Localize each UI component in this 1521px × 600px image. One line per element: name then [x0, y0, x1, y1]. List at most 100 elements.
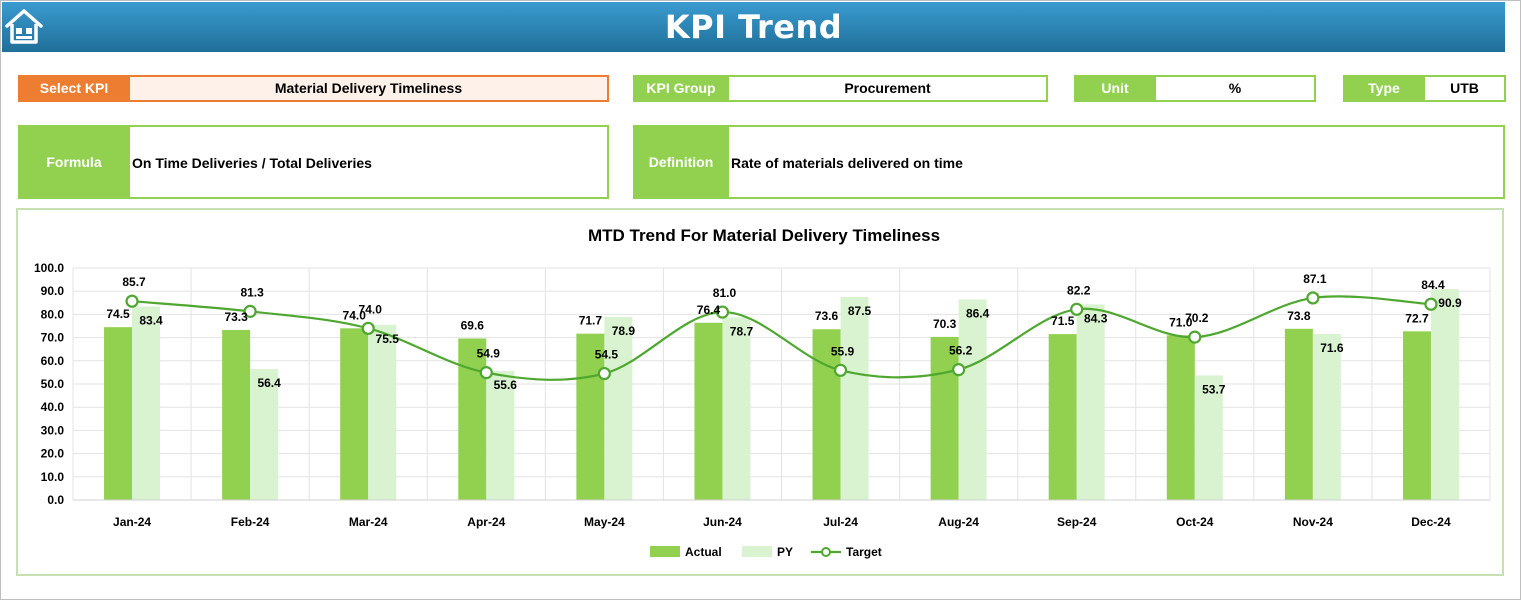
x-tick-label: Nov-24	[1293, 515, 1333, 529]
bar-actual	[222, 329, 251, 500]
bar-py	[1430, 289, 1459, 500]
bar-py	[1312, 333, 1341, 500]
y-tick-label: 60.0	[41, 354, 65, 368]
bar-actual	[458, 338, 487, 500]
y-tick-label: 100.0	[34, 261, 64, 275]
data-label-actual: 69.6	[461, 319, 485, 333]
data-label-actual: 73.3	[224, 310, 248, 324]
y-tick-label: 30.0	[41, 423, 65, 437]
legend-label: PY	[777, 545, 793, 559]
legend-item-target: Target	[811, 545, 882, 559]
data-label-target: 82.2	[1067, 283, 1091, 297]
data-label-target: 74.0	[359, 302, 383, 316]
data-label-actual: 72.7	[1405, 311, 1429, 325]
bar-actual	[1048, 334, 1077, 500]
target-marker	[361, 321, 375, 335]
x-tick-label: Jan-24	[113, 515, 151, 529]
bar-actual	[104, 327, 133, 500]
y-tick-label: 40.0	[41, 400, 65, 414]
formula-box: On Time Deliveries / Total Deliveries	[128, 125, 609, 199]
x-tick-label: Sep-24	[1057, 515, 1097, 529]
data-label-target: 84.4	[1421, 278, 1445, 292]
data-label-target: 55.9	[831, 344, 855, 358]
select-kpi-dropdown[interactable]: Material Delivery Timeliness	[128, 75, 609, 102]
x-tick-label: Oct-24	[1176, 515, 1214, 529]
data-label-py: 87.5	[848, 304, 872, 318]
bar-py	[1076, 304, 1105, 500]
data-label-actual: 71.5	[1051, 314, 1075, 328]
legend-label: Actual	[685, 545, 722, 559]
x-tick-label: Aug-24	[938, 515, 979, 529]
data-label-target: 54.5	[595, 348, 619, 362]
bar-py	[958, 299, 987, 500]
y-tick-label: 70.0	[41, 331, 65, 345]
target-marker	[597, 366, 611, 381]
data-label-target: 70.2	[1185, 311, 1209, 325]
data-label-py: 90.9	[1438, 296, 1462, 310]
data-label-py: 78.7	[730, 324, 754, 338]
data-label-py: 86.4	[966, 307, 990, 321]
data-label-py: 56.4	[257, 376, 281, 390]
x-tick-label: Jun-24	[703, 515, 742, 529]
y-tick-label: 0.0	[47, 493, 64, 507]
mtd-trend-chart: MTD Trend For Material Delivery Timeline…	[34, 226, 1491, 559]
data-label-py: 53.7	[1202, 382, 1226, 396]
legend-marker	[821, 547, 831, 557]
target-marker	[1306, 291, 1320, 305]
x-tick-label: May-24	[584, 515, 625, 529]
definition-text: Rate of materials delivered on time	[731, 155, 963, 171]
legend-label: Target	[846, 545, 882, 559]
definition-box: Rate of materials delivered on time	[727, 125, 1505, 199]
definition-label: Definition	[633, 125, 729, 199]
kpi-group-value: Procurement	[727, 75, 1048, 102]
data-label-actual: 70.3	[933, 317, 957, 331]
data-label-py: 83.4	[139, 314, 163, 328]
data-label-py: 71.6	[1320, 341, 1344, 355]
bar-py	[604, 316, 633, 500]
legend-swatch	[742, 546, 772, 557]
data-label-target: 54.9	[477, 347, 501, 361]
data-label-py: 78.9	[612, 324, 636, 338]
target-marker	[715, 305, 730, 319]
legend-swatch	[650, 546, 680, 557]
x-tick-label: Mar-24	[349, 515, 388, 529]
bar-actual	[930, 336, 959, 500]
bar-actual	[694, 322, 723, 500]
bar-py	[368, 324, 397, 500]
formula-text: On Time Deliveries / Total Deliveries	[132, 155, 372, 171]
bar-py	[132, 306, 161, 500]
target-marker	[833, 363, 848, 377]
legend-item-actual: Actual	[650, 545, 722, 559]
x-tick-label: Apr-24	[467, 515, 505, 529]
bar-py	[486, 371, 515, 500]
data-label-actual: 76.4	[697, 303, 721, 317]
select-kpi-label: Select KPI	[18, 75, 130, 102]
target-marker	[1070, 302, 1084, 316]
bar-py	[840, 297, 869, 500]
target-marker	[479, 366, 493, 380]
data-label-target: 81.0	[713, 286, 737, 300]
data-label-actual: 74.5	[106, 307, 130, 321]
y-tick-label: 50.0	[41, 377, 65, 391]
target-marker	[1188, 330, 1202, 344]
header-bar: KPI Trend	[2, 2, 1505, 52]
x-tick-label: Dec-24	[1411, 515, 1451, 529]
chart-panel: MTD Trend For Material Delivery Timeline…	[16, 208, 1504, 576]
bar-actual	[1166, 335, 1195, 500]
x-tick-label: Jul-24	[823, 515, 858, 529]
unit-label: Unit	[1074, 75, 1156, 102]
y-tick-label: 90.0	[41, 284, 65, 298]
home-icon[interactable]	[4, 6, 44, 46]
target-marker	[243, 304, 257, 318]
target-marker	[125, 294, 139, 308]
formula-label: Formula	[18, 125, 130, 199]
unit-value: %	[1154, 75, 1316, 102]
chart-title: MTD Trend For Material Delivery Timeline…	[588, 226, 940, 245]
data-label-target: 87.1	[1303, 272, 1327, 286]
legend-item-py: PY	[742, 545, 793, 559]
x-tick-label: Feb-24	[231, 515, 270, 529]
data-label-target: 56.2	[949, 344, 973, 358]
data-label-py: 75.5	[376, 332, 400, 346]
data-label-py: 55.6	[494, 378, 518, 392]
y-tick-label: 20.0	[41, 447, 65, 461]
